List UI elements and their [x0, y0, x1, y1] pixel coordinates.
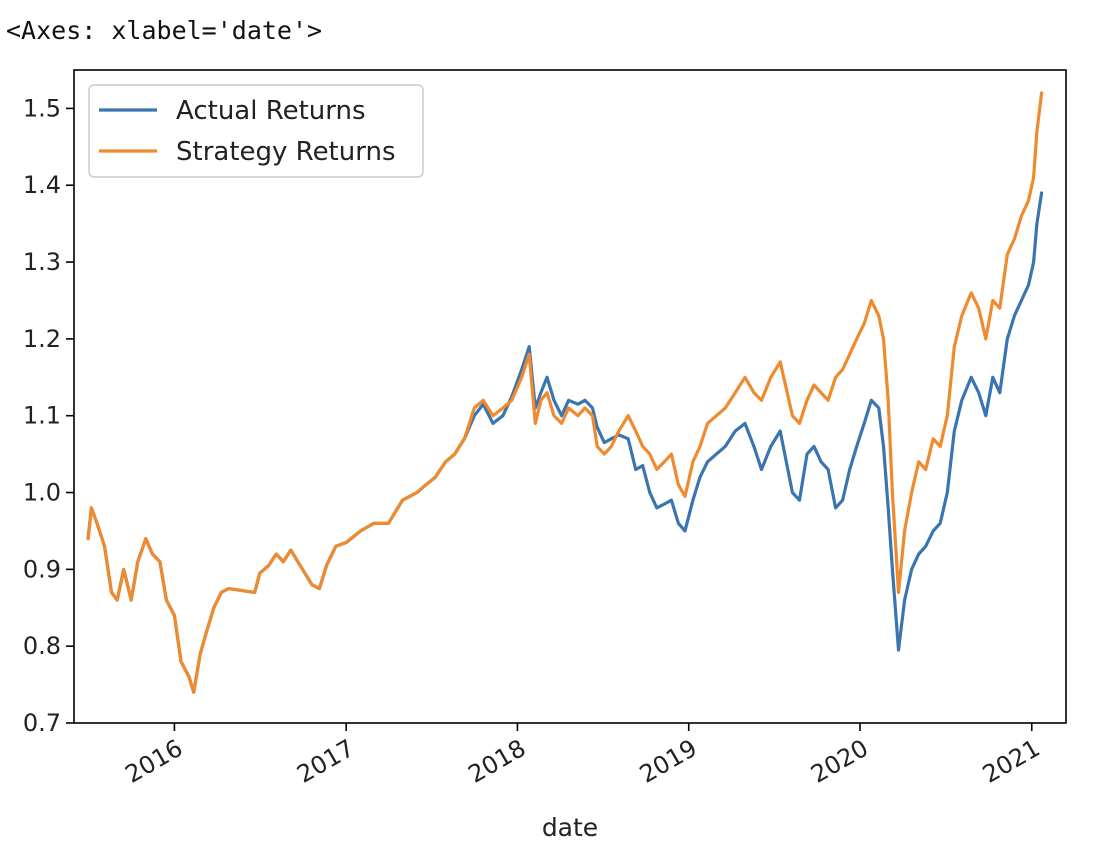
y-tick-label: 0.7: [23, 709, 61, 737]
legend-box: [88, 84, 424, 178]
cell-output-text: <Axes: xlabel='date'>: [6, 16, 323, 45]
y-tick-label: 1.2: [23, 325, 61, 353]
x-tick-label: 2021: [978, 734, 1045, 789]
x-tick-label: 2019: [635, 734, 702, 789]
y-tick-label: 1.4: [23, 171, 61, 199]
series-line-actual-returns: [86, 191, 1044, 694]
legend-label-strategy-returns: Strategy Returns: [176, 137, 396, 167]
legend-label-actual-returns: Actual Returns: [176, 96, 366, 126]
x-axis: 2016 2017 2018 2019 2020 2021: [121, 723, 1045, 789]
x-tick-label: 2016: [121, 734, 188, 789]
y-tick-label: 0.9: [23, 555, 61, 583]
y-tick-label: 1.5: [23, 94, 61, 122]
series-lines: [86, 91, 1044, 694]
y-tick-label: 0.8: [23, 632, 61, 660]
x-tick-label: 2017: [292, 734, 359, 789]
y-tick-label: 1.0: [23, 479, 61, 507]
y-tick-label: 1.3: [23, 248, 61, 276]
y-tick-label: 1.1: [23, 402, 61, 430]
x-axis-label: date: [542, 813, 598, 842]
x-tick-label: 2018: [464, 734, 531, 789]
x-tick-label: 2020: [806, 734, 873, 789]
y-axis: 0.7 0.8 0.9 1.0 1.1 1.2 1.3 1.4 1.5: [23, 94, 74, 737]
legend: Actual Returns Strategy Returns: [88, 84, 424, 178]
plot-frame: [73, 69, 1067, 724]
series-line-strategy-returns: [86, 91, 1044, 694]
